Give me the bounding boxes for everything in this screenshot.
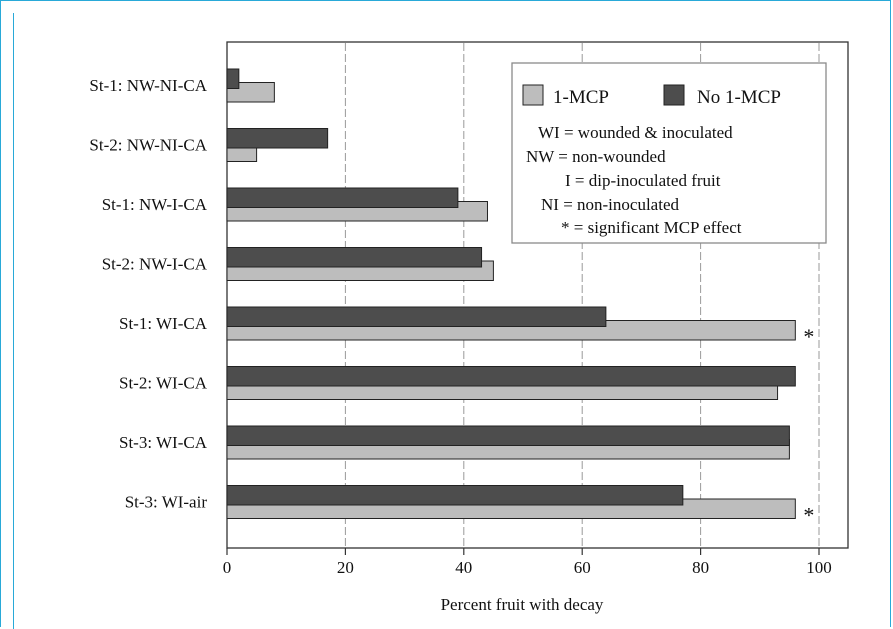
bar-no-1-mcp <box>226 187 459 208</box>
x-tick-label: 40 <box>455 558 472 577</box>
bar-no-1-mcp <box>226 425 790 446</box>
category-label: St-2: NW-I-CA <box>102 255 208 274</box>
significance-marker: * <box>803 324 814 349</box>
bar-no-1-mcp <box>226 68 240 89</box>
legend-note-significance: * = significant MCP effect <box>561 218 742 237</box>
legend-label-1-mcp: 1-MCP <box>553 87 609 108</box>
x-axis-label: Percent fruit with decay <box>441 595 604 614</box>
x-tick-label: 0 <box>223 558 232 577</box>
legend: 1-MCP No 1-MCP WI = wounded & inoculated… <box>511 62 827 244</box>
bar-no-1-mcp <box>226 247 483 268</box>
category-label: St-3: WI-CA <box>119 433 208 452</box>
category-label: St-3: WI-air <box>125 493 208 512</box>
x-tick-label: 20 <box>337 558 354 577</box>
x-tick-label: 100 <box>806 558 832 577</box>
legend-swatch-1-mcp <box>522 84 544 106</box>
bars <box>226 68 796 519</box>
bar-no-1-mcp <box>226 366 796 387</box>
category-label: St-2: WI-CA <box>119 374 208 393</box>
category-label: St-1: NW-I-CA <box>102 195 208 214</box>
legend-swatch-no-1-mcp <box>663 84 685 106</box>
category-label: St-1: WI-CA <box>119 314 208 333</box>
legend-note-i: I = dip-inoculated fruit <box>565 171 721 190</box>
category-labels: St-1: NW-NI-CA St-2: NW-NI-CA St-1: NW-I-C… <box>89 76 814 528</box>
bar-no-1-mcp <box>226 128 329 149</box>
category-label: St-1: NW-NI-CA <box>89 76 207 95</box>
legend-note-wi: WI = wounded & inoculated <box>538 123 733 142</box>
category-label: St-2: NW-NI-CA <box>89 136 207 155</box>
legend-label-no-1-mcp: No 1-MCP <box>697 87 781 108</box>
x-tick-label: 60 <box>574 558 591 577</box>
frame-inner-rule <box>13 13 14 629</box>
x-tick-label: 80 <box>692 558 709 577</box>
x-axis-ticks: 0 20 40 60 80 100 <box>223 548 832 577</box>
significance-marker: * <box>803 503 814 528</box>
legend-note-nw: NW = non-wounded <box>526 147 666 166</box>
legend-note-ni: NI = non-inoculated <box>541 195 679 214</box>
bar-no-1-mcp <box>226 485 684 506</box>
bar-no-1-mcp <box>226 306 607 327</box>
